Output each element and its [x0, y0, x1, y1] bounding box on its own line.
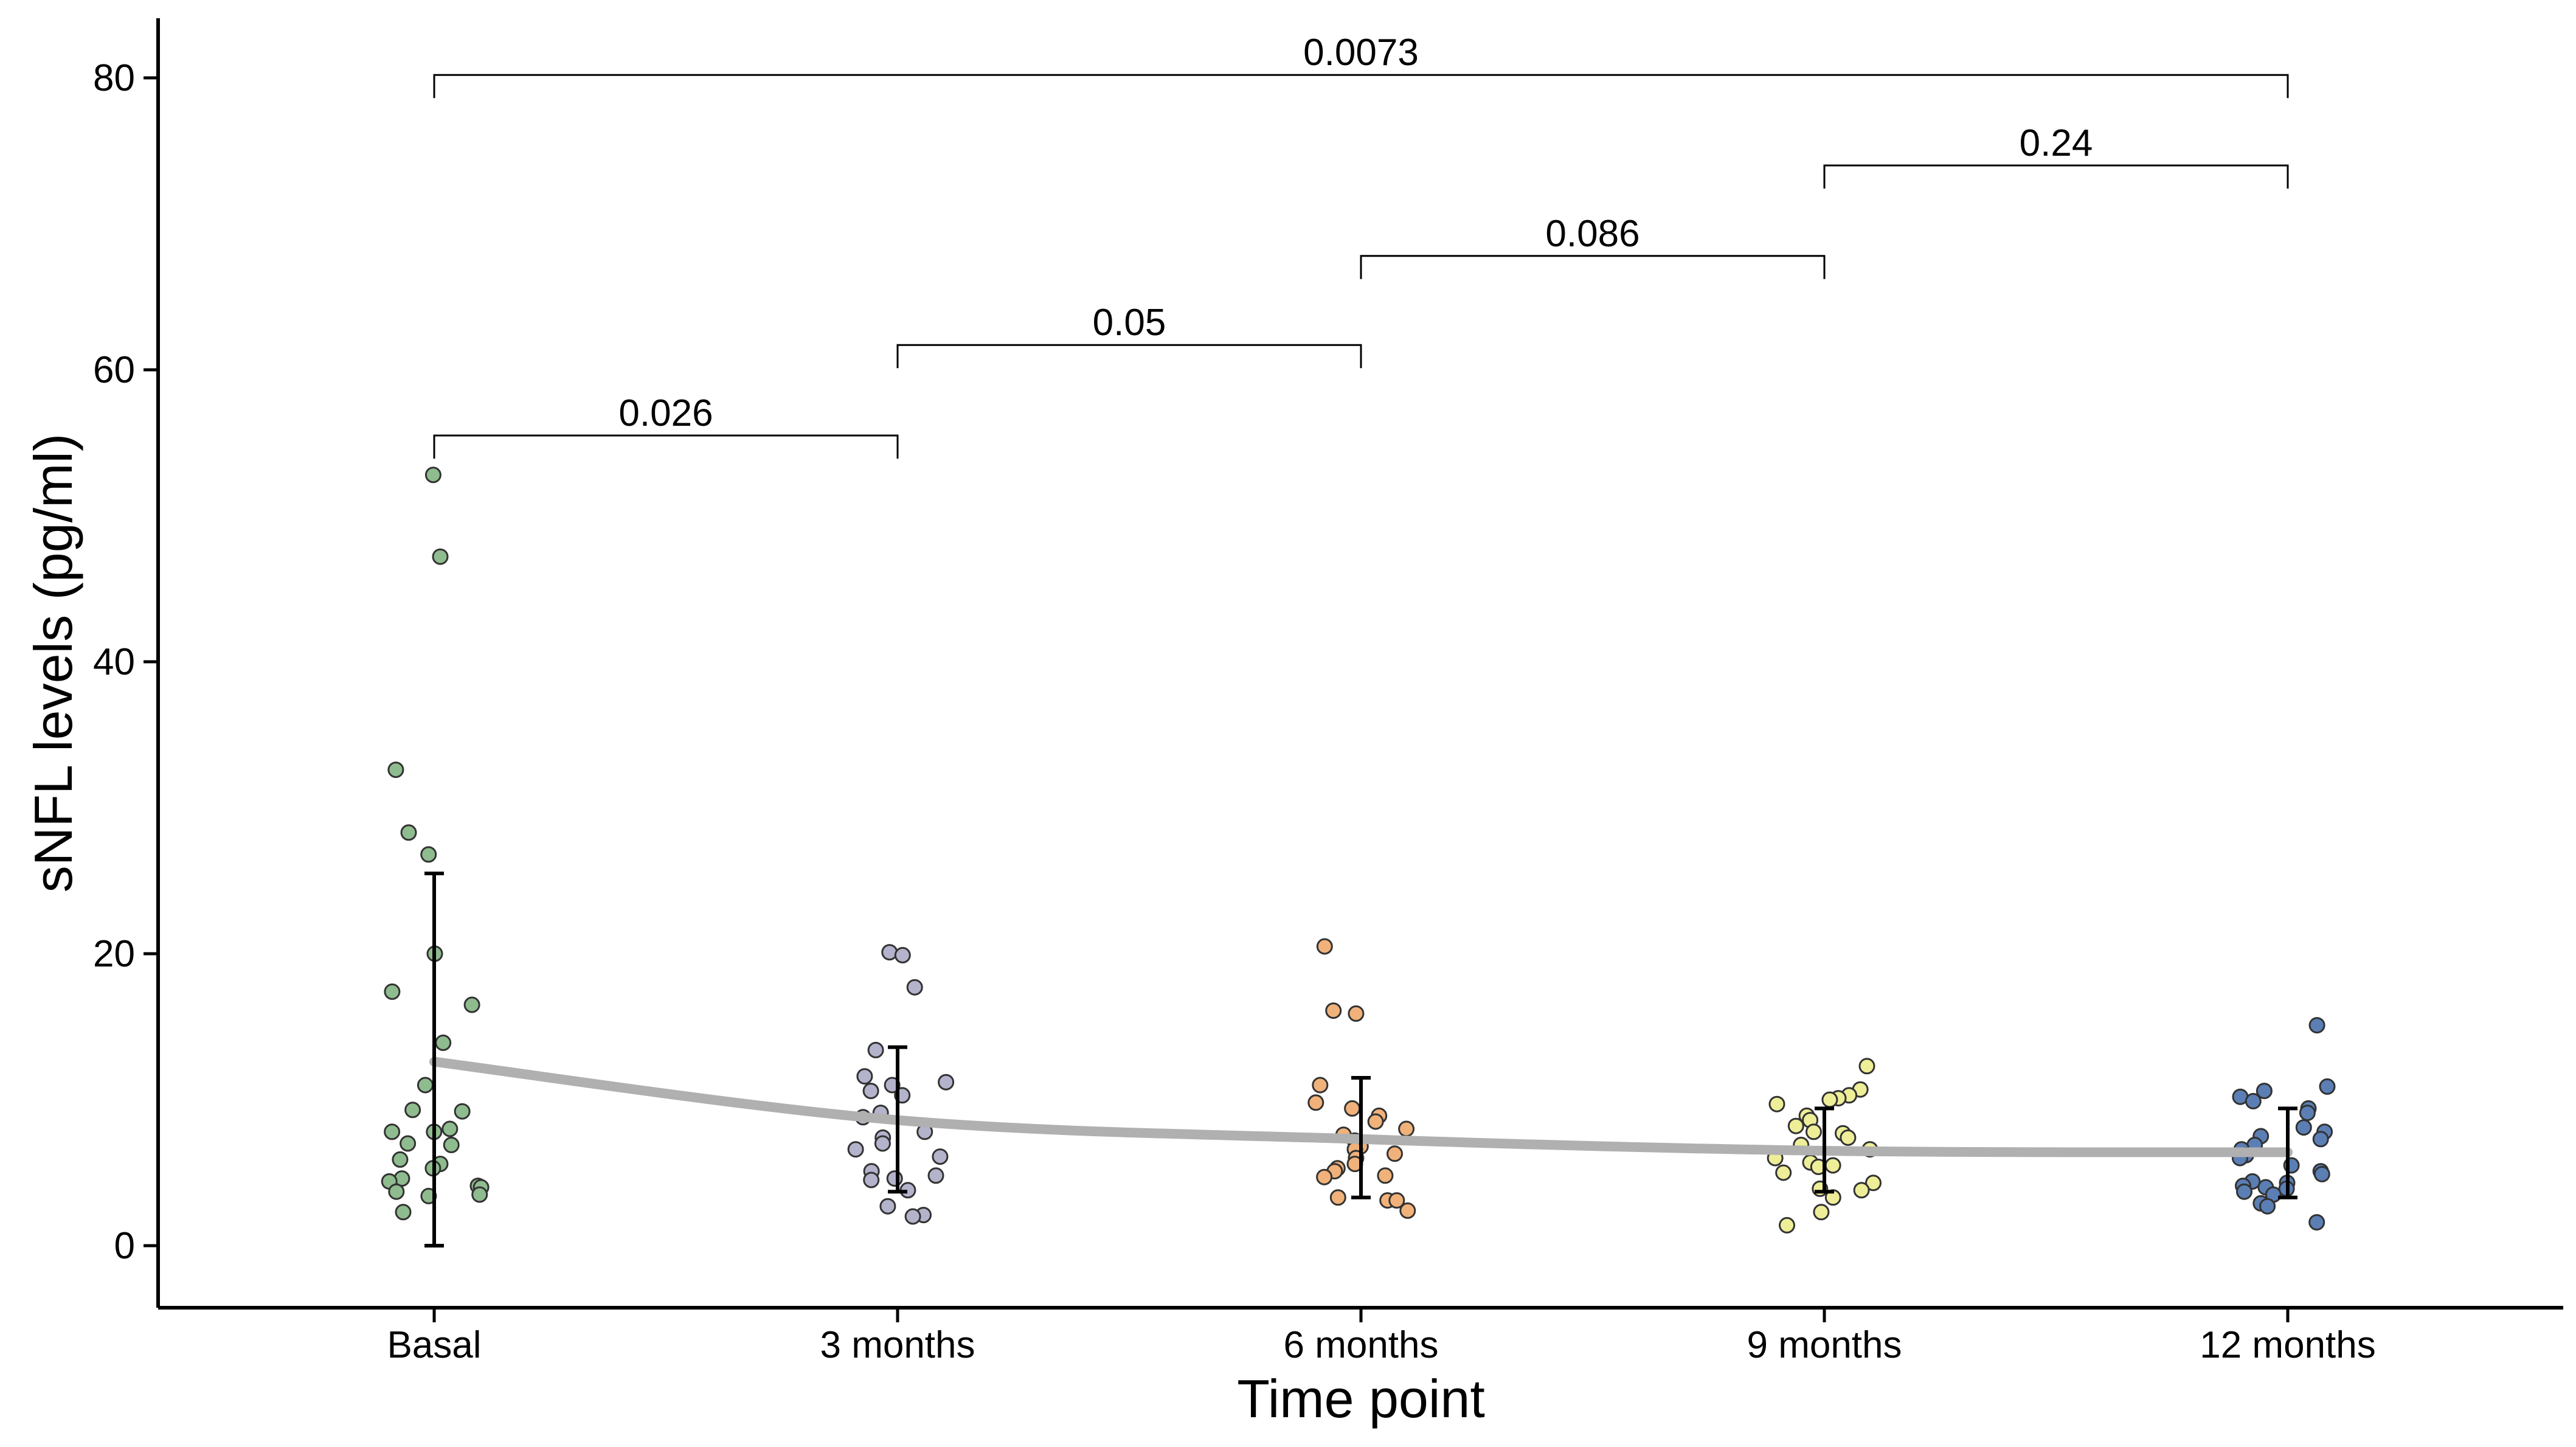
- data-point: [1780, 1218, 1795, 1232]
- data-point: [933, 1150, 947, 1164]
- data-point: [465, 998, 479, 1012]
- data-point: [1776, 1165, 1791, 1180]
- data-point: [1313, 1078, 1328, 1092]
- data-point: [385, 1125, 400, 1139]
- data-point: [1378, 1168, 1393, 1183]
- data-point: [907, 980, 922, 994]
- data-point: [2300, 1106, 2315, 1120]
- data-point: [1326, 1004, 1341, 1018]
- data-point: [406, 1103, 420, 1117]
- data-point: [848, 1142, 863, 1157]
- plot-area: 0.026 0.05 0.086 0.24 0.0073: [382, 32, 2335, 1246]
- y-tick-label: 0: [114, 1225, 135, 1267]
- data-point: [887, 1171, 902, 1186]
- data-point: [1309, 1095, 1323, 1110]
- p-value-label: 0.026: [618, 392, 713, 434]
- data-point: [939, 1075, 954, 1089]
- data-point: [1854, 1183, 1869, 1198]
- data-point: [1399, 1122, 1414, 1136]
- data-point: [1788, 1119, 1803, 1133]
- data-point: [2310, 1018, 2324, 1033]
- x-axis-title: Time point: [1237, 1369, 1485, 1429]
- data-point: [875, 1136, 890, 1151]
- data-point: [1770, 1097, 1784, 1111]
- comparison-bracket: [898, 345, 1361, 368]
- data-point: [864, 1084, 878, 1098]
- comparison-bracket: [1361, 256, 1824, 279]
- data-point: [905, 1209, 920, 1224]
- comparison-bracket: [434, 75, 2288, 98]
- data-point: [436, 1035, 451, 1050]
- data-point: [881, 1199, 895, 1213]
- data-point: [1345, 1101, 1360, 1116]
- y-tick-label: 80: [93, 57, 135, 99]
- data-point: [2237, 1184, 2252, 1199]
- x-tick-label: 9 months: [1747, 1324, 1902, 1366]
- x-tick-label: Basal: [387, 1324, 481, 1366]
- data-point: [444, 1137, 459, 1152]
- data-point: [864, 1173, 879, 1187]
- data-point: [421, 847, 436, 862]
- data-point: [455, 1104, 469, 1119]
- data-point: [1349, 1006, 1363, 1021]
- data-point: [393, 1152, 407, 1167]
- y-tick-label: 20: [93, 933, 135, 975]
- data-point: [1814, 1205, 1829, 1220]
- snfl-chart: 0.026 0.05 0.086 0.24 0.0073 0 20 40 60 80 Basal 3…: [0, 0, 2576, 1447]
- data-point: [868, 1043, 883, 1057]
- data-point: [1317, 1170, 1332, 1184]
- data-point: [473, 1187, 487, 1202]
- data-point: [401, 825, 416, 840]
- data-point: [433, 549, 448, 564]
- data-point: [389, 1184, 404, 1199]
- data-point: [2246, 1094, 2260, 1108]
- data-point: [2260, 1199, 2275, 1213]
- data-point: [389, 763, 403, 777]
- data-point: [929, 1168, 943, 1183]
- data-point: [895, 948, 910, 962]
- data-point: [1841, 1130, 1855, 1145]
- data-point: [1860, 1059, 1874, 1074]
- y-tick-label: 60: [93, 349, 135, 391]
- data-point: [882, 945, 897, 960]
- data-point: [2310, 1215, 2324, 1230]
- data-point: [443, 1122, 457, 1136]
- data-point: [1317, 939, 1332, 954]
- data-point: [857, 1069, 872, 1084]
- data-point: [396, 1205, 410, 1220]
- data-point: [2320, 1079, 2335, 1094]
- comparison-bracket: [434, 435, 898, 459]
- data-point: [426, 468, 440, 482]
- data-point: [2313, 1132, 2328, 1147]
- p-value-label: 0.24: [2020, 122, 2093, 164]
- data-point: [1826, 1158, 1840, 1173]
- data-point: [1807, 1125, 1821, 1139]
- x-tick-label: 3 months: [820, 1324, 975, 1366]
- data-point: [1823, 1092, 1837, 1107]
- data-point: [385, 984, 400, 999]
- data-point: [2296, 1120, 2311, 1135]
- data-point: [1368, 1114, 1383, 1129]
- y-axis-title: sNFL levels (pg/ml): [23, 434, 83, 893]
- data-point: [2315, 1167, 2329, 1181]
- comparison-bracket: [1824, 165, 2288, 189]
- p-value-label: 0.05: [1093, 302, 1166, 344]
- y-tick-label: 40: [93, 641, 135, 683]
- p-value-label: 0.086: [1545, 213, 1639, 255]
- data-point: [1388, 1147, 1402, 1161]
- p-value-label: 0.0073: [1303, 32, 1419, 74]
- data-point: [401, 1136, 415, 1151]
- data-point: [1401, 1203, 1415, 1218]
- data-point: [1331, 1190, 1345, 1205]
- x-tick-label: 6 months: [1283, 1324, 1438, 1366]
- x-tick-label: 12 months: [2200, 1324, 2376, 1366]
- data-point: [418, 1078, 432, 1092]
